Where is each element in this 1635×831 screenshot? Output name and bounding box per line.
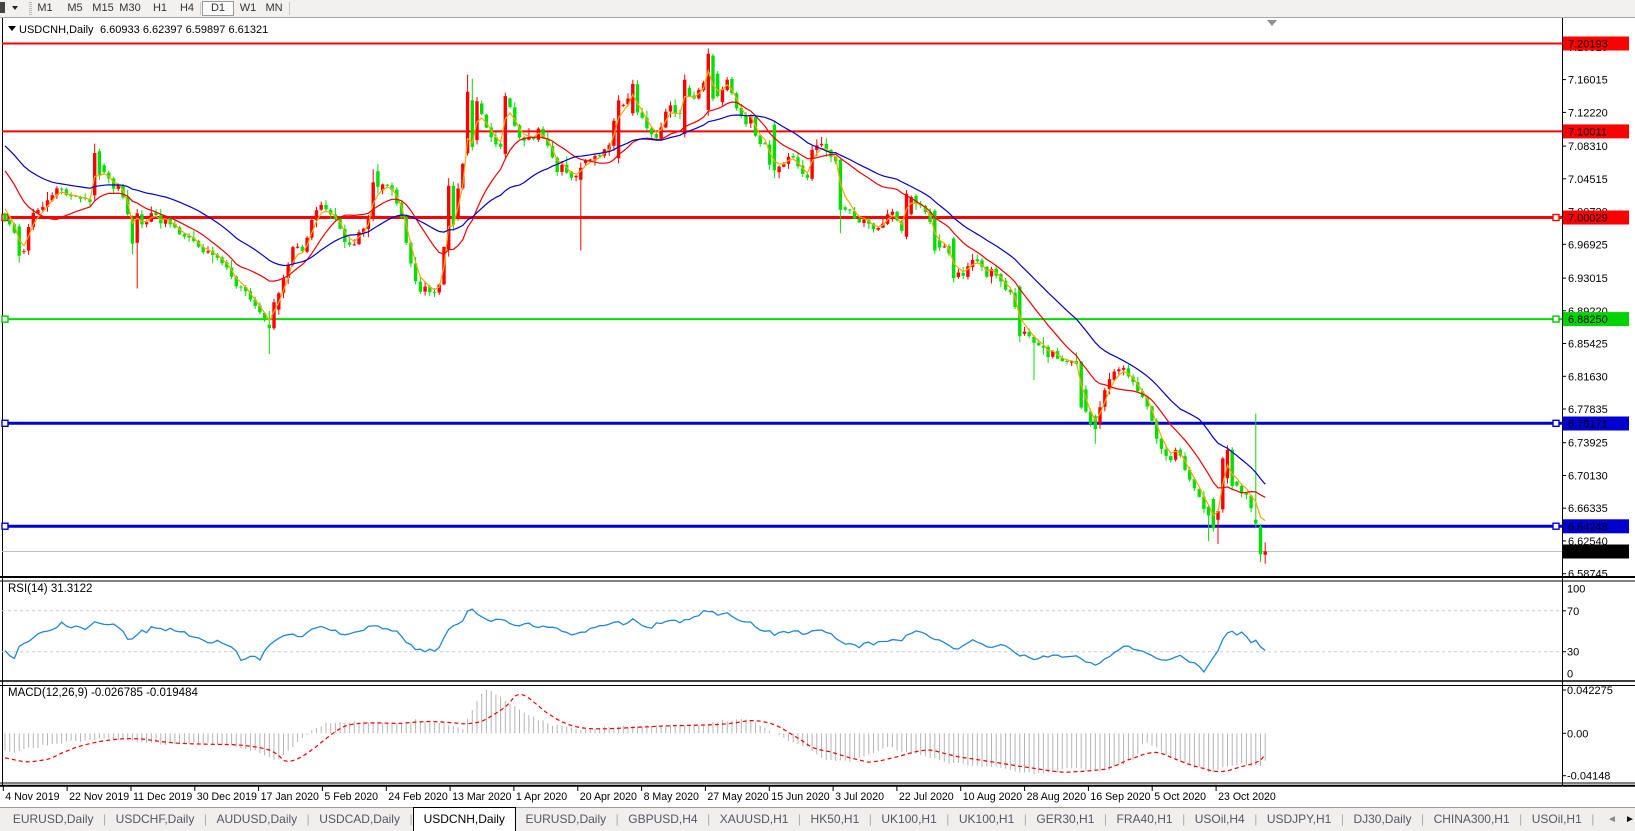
svg-text:MACD(12,26,9) -0.026785 -0.019: MACD(12,26,9) -0.026785 -0.019484 [8,687,198,699]
svg-text:4 Nov 2019: 4 Nov 2019 [5,791,59,803]
svg-text:5 Feb 2020: 5 Feb 2020 [324,791,378,803]
svg-text:6.61321: 6.61321 [1568,547,1608,559]
svg-text:28 Aug 2020: 28 Aug 2020 [1027,791,1087,803]
svg-text:0.042275: 0.042275 [1567,685,1613,697]
svg-text:5 Oct 2020: 5 Oct 2020 [1154,791,1206,803]
svg-text:-0.04148: -0.04148 [1567,771,1610,783]
svg-text:22 Nov 2019: 22 Nov 2019 [69,791,129,803]
svg-text:7.20193: 7.20193 [1568,39,1608,51]
svg-text:0: 0 [1567,669,1573,681]
svg-text:6.58745: 6.58745 [1568,569,1608,581]
svg-text:6.81630: 6.81630 [1568,371,1608,383]
svg-text:24 Feb 2020: 24 Feb 2020 [388,791,448,803]
svg-text:6.88250: 6.88250 [1568,314,1608,326]
svg-text:6.96925: 6.96925 [1568,239,1608,251]
svg-text:RSI(14) 31.3122: RSI(14) 31.3122 [8,583,92,595]
svg-text:10 Aug 2020: 10 Aug 2020 [963,791,1023,803]
svg-text:0.00: 0.00 [1567,728,1588,740]
svg-text:8 May 2020: 8 May 2020 [644,791,699,803]
svg-text:6.70130: 6.70130 [1568,471,1608,483]
svg-text:1 Apr 2020: 1 Apr 2020 [516,791,567,803]
svg-text:3 Jul 2020: 3 Jul 2020 [835,791,884,803]
svg-text:13 Mar 2020: 13 Mar 2020 [452,791,512,803]
svg-text:6.76171: 6.76171 [1568,419,1608,431]
svg-text:7.00029: 7.00029 [1568,213,1608,225]
svg-text:6.64248: 6.64248 [1568,521,1608,533]
svg-text:7.10011: 7.10011 [1568,126,1607,138]
svg-text:6.73925: 6.73925 [1568,438,1608,450]
svg-text:23 Oct 2020: 23 Oct 2020 [1218,791,1276,803]
svg-text:USDCNH,Daily: USDCNH,Daily [19,24,94,36]
svg-text:20 Apr 2020: 20 Apr 2020 [580,791,637,803]
svg-text:100: 100 [1567,584,1585,596]
svg-text:15 Jun 2020: 15 Jun 2020 [771,791,829,803]
svg-text:6.66335: 6.66335 [1568,503,1608,515]
svg-text:7.16015: 7.16015 [1568,75,1608,87]
svg-text:16 Sep 2020: 16 Sep 2020 [1090,791,1150,803]
svg-text:70: 70 [1567,606,1579,618]
svg-text:7.08310: 7.08310 [1568,141,1608,153]
svg-text:11 Dec 2019: 11 Dec 2019 [133,791,192,803]
svg-text:6.77835: 6.77835 [1568,404,1608,416]
svg-text:22 Jul 2020: 22 Jul 2020 [899,791,954,803]
svg-text:30 Dec 2019: 30 Dec 2019 [197,791,257,803]
svg-text:6.93015: 6.93015 [1568,273,1608,285]
svg-text:6.85425: 6.85425 [1568,339,1608,351]
svg-text:30: 30 [1567,647,1579,659]
svg-text:27 May 2020: 27 May 2020 [707,791,768,803]
svg-text:6.60933 6.62397 6.59897 6.6132: 6.60933 6.62397 6.59897 6.61321 [100,24,268,36]
svg-text:7.12220: 7.12220 [1568,107,1608,119]
svg-text:7.04515: 7.04515 [1568,174,1608,186]
svg-text:17 Jan 2020: 17 Jan 2020 [261,791,319,803]
